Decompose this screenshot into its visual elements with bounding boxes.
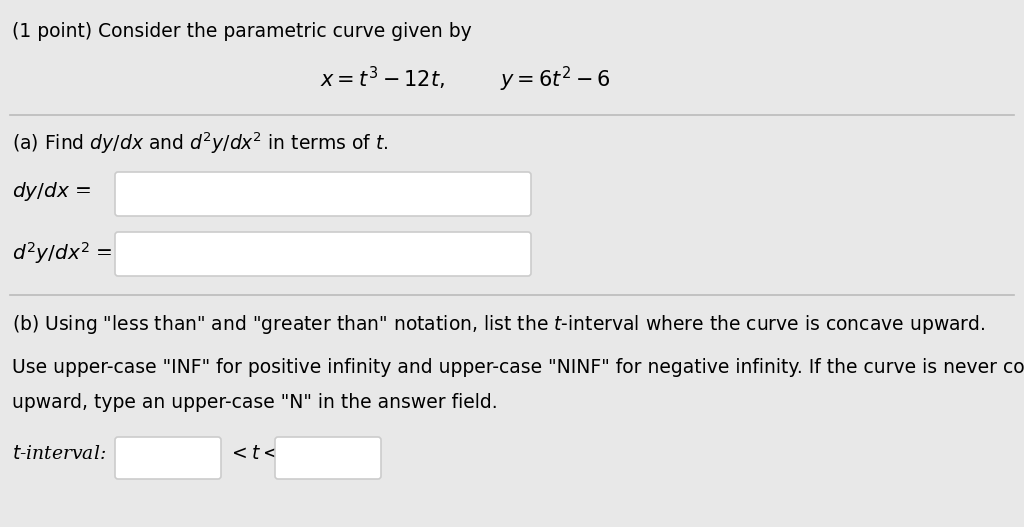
Text: $x = t^3 - 12t,$: $x = t^3 - 12t,$: [319, 65, 445, 92]
Text: $t$-interval:: $t$-interval:: [12, 445, 106, 463]
Text: $d^2y/dx^2$ =: $d^2y/dx^2$ =: [12, 240, 113, 266]
Text: $y = 6t^2 - 6$: $y = 6t^2 - 6$: [500, 65, 611, 94]
FancyBboxPatch shape: [115, 172, 531, 216]
Text: (a) Find $dy/dx$ and $d^2y/dx^2$ in terms of $t$.: (a) Find $dy/dx$ and $d^2y/dx^2$ in term…: [12, 130, 389, 155]
Text: $< t <$: $< t <$: [228, 445, 278, 463]
Text: (b) Using "less than" and "greater than" notation, list the $t$-interval where t: (b) Using "less than" and "greater than"…: [12, 313, 985, 336]
FancyBboxPatch shape: [115, 232, 531, 276]
Text: upward, type an upper-case "N" in the answer field.: upward, type an upper-case "N" in the an…: [12, 393, 498, 412]
Text: (1 point) Consider the parametric curve given by: (1 point) Consider the parametric curve …: [12, 22, 472, 41]
FancyBboxPatch shape: [275, 437, 381, 479]
Text: Use upper-case "INF" for positive infinity and upper-case "NINF" for negative in: Use upper-case "INF" for positive infini…: [12, 358, 1024, 377]
Text: $dy/dx$ =: $dy/dx$ =: [12, 180, 91, 203]
FancyBboxPatch shape: [115, 437, 221, 479]
